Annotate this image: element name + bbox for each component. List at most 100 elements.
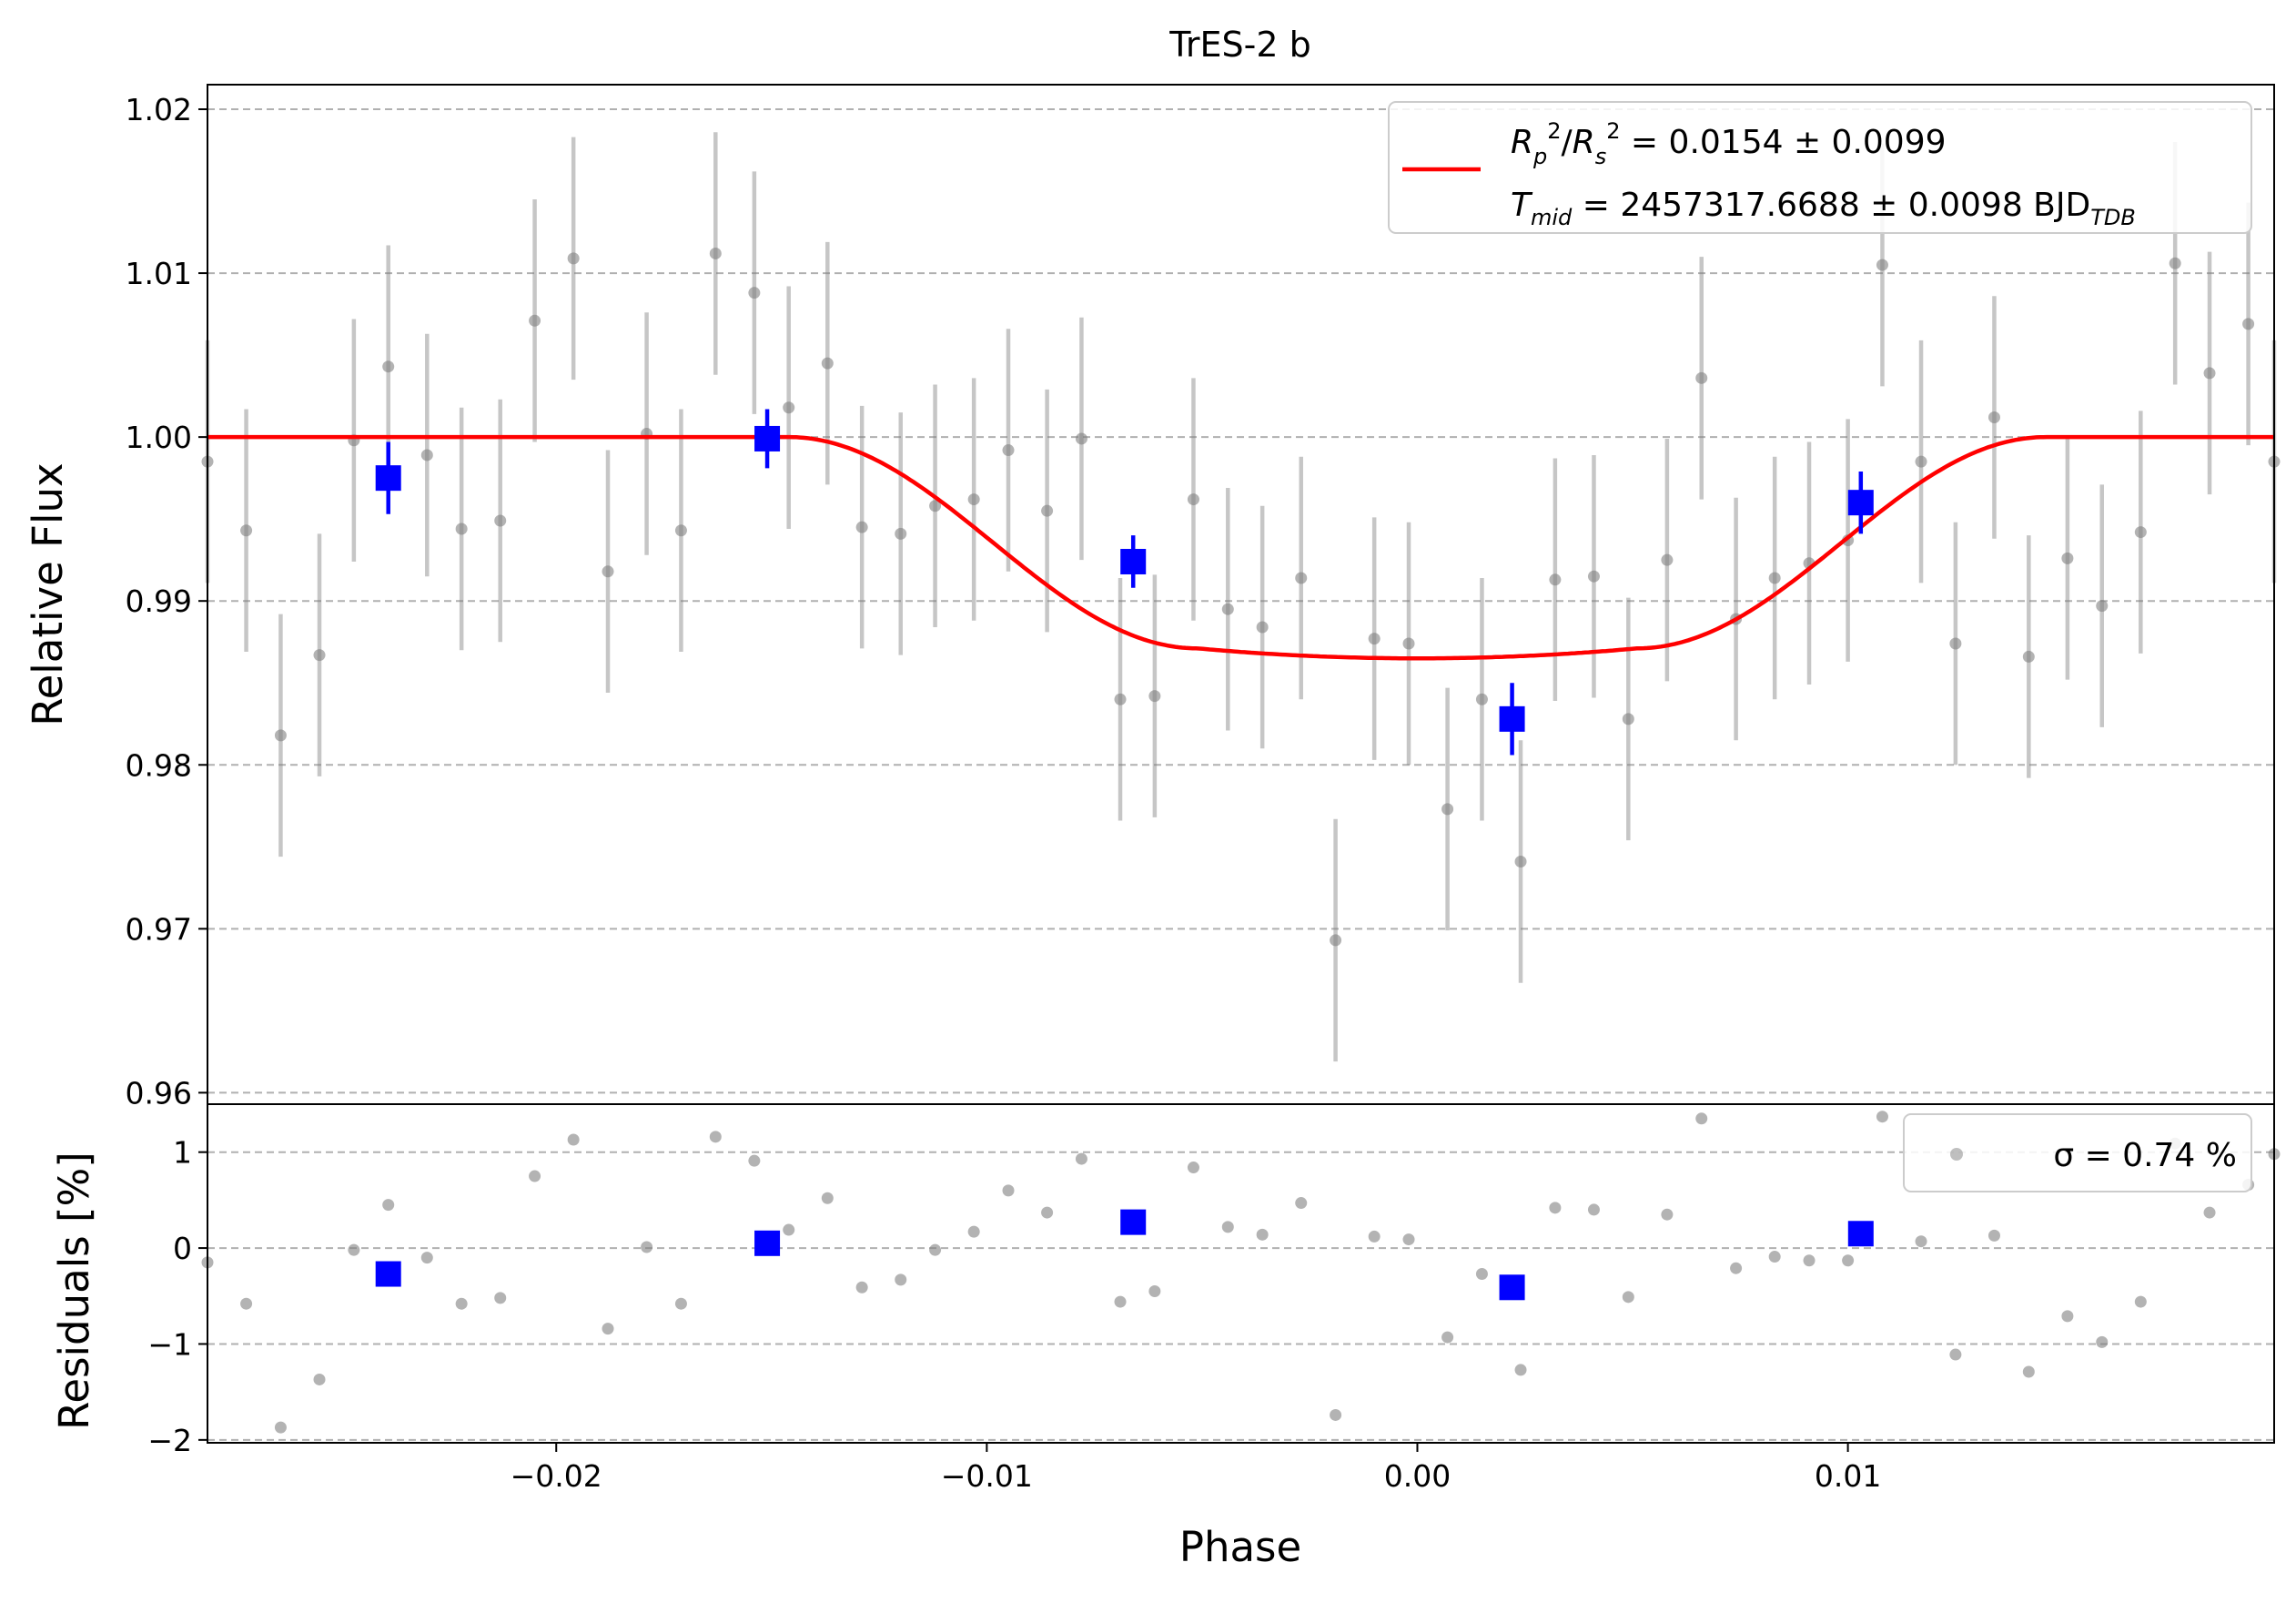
top-error-bars bbox=[205, 132, 2277, 1062]
residual-point bbox=[1622, 1291, 1634, 1304]
top-y-tick-label: 1.00 bbox=[126, 420, 192, 455]
top-data-points bbox=[201, 247, 2281, 947]
residual-point bbox=[674, 1297, 687, 1310]
residual-point bbox=[1661, 1208, 1674, 1221]
data-point bbox=[1187, 493, 1199, 506]
x-axis-label: Phase bbox=[1179, 1523, 1301, 1571]
bottom-y-tick-label: 1 bbox=[173, 1135, 192, 1171]
x-ticks: −0.02 −0.01 0.00 0.01 bbox=[511, 1443, 1881, 1494]
data-point bbox=[2169, 257, 2181, 269]
binned-residual-point bbox=[754, 1230, 781, 1256]
data-point bbox=[1002, 444, 1015, 457]
residual-point bbox=[1475, 1268, 1488, 1281]
data-point bbox=[709, 247, 722, 259]
data-point bbox=[567, 252, 580, 265]
top-y-tick-label: 0.97 bbox=[126, 911, 192, 947]
sigma-legend-label: σ = 0.74 % bbox=[2053, 1137, 2237, 1174]
top-legend: Rp2/Rs2 = 0.0154 ± 0.0099 Tmid = 2457317… bbox=[1388, 101, 2252, 234]
residual-point bbox=[1587, 1203, 1600, 1216]
residual-point bbox=[821, 1192, 834, 1204]
data-point bbox=[313, 649, 326, 662]
residual-point bbox=[783, 1223, 795, 1236]
residual-point bbox=[1148, 1284, 1161, 1297]
data-point bbox=[529, 314, 541, 327]
residual-point bbox=[529, 1170, 541, 1182]
residual-point bbox=[2096, 1335, 2109, 1348]
data-point bbox=[2203, 367, 2216, 380]
residual-point bbox=[274, 1421, 287, 1434]
data-point bbox=[821, 357, 834, 370]
data-point bbox=[274, 729, 287, 742]
binned-point bbox=[375, 465, 401, 492]
top-y-axis-label: Relative Flux bbox=[24, 462, 72, 725]
bottom-legend: σ = 0.74 % bbox=[1903, 1113, 2252, 1192]
residual-point bbox=[348, 1243, 360, 1256]
data-point bbox=[674, 524, 687, 537]
top-binned-points bbox=[375, 409, 1874, 756]
residual-point bbox=[967, 1225, 980, 1238]
data-point bbox=[1148, 690, 1161, 703]
data-point bbox=[967, 493, 980, 506]
residual-point bbox=[2134, 1295, 2147, 1308]
data-point bbox=[1514, 856, 1527, 868]
residual-point bbox=[1002, 1184, 1015, 1197]
residual-point bbox=[2203, 1206, 2216, 1219]
residual-point bbox=[1549, 1202, 1562, 1214]
top-y-tick-label: 1.02 bbox=[126, 92, 192, 127]
residual-point bbox=[1695, 1112, 1708, 1125]
top-y-tick-label: 0.99 bbox=[126, 583, 192, 619]
top-y-ticks: 0.96 0.97 0.98 0.99 1.00 1.01 1.02 bbox=[126, 92, 207, 1111]
data-point bbox=[1661, 553, 1674, 566]
data-point bbox=[748, 287, 761, 299]
data-point bbox=[1768, 572, 1781, 584]
residual-point bbox=[455, 1297, 468, 1310]
residual-point bbox=[1187, 1162, 1199, 1174]
residual-point bbox=[1221, 1221, 1234, 1233]
data-point bbox=[1915, 455, 1927, 468]
residual-point bbox=[1842, 1254, 1855, 1267]
data-point bbox=[2134, 526, 2147, 539]
residual-point bbox=[1041, 1206, 1054, 1219]
residual-point bbox=[855, 1281, 868, 1294]
residual-point bbox=[2022, 1365, 2035, 1378]
residual-point bbox=[313, 1373, 326, 1385]
data-point bbox=[1988, 411, 2000, 424]
sigma-legend-marker bbox=[1950, 1148, 1963, 1161]
residual-point bbox=[1768, 1251, 1781, 1263]
data-point bbox=[895, 527, 907, 540]
residual-point bbox=[1402, 1233, 1415, 1246]
data-point bbox=[1949, 637, 1962, 650]
data-point bbox=[602, 565, 614, 578]
residual-point bbox=[1915, 1235, 1927, 1248]
bottom-gridlines bbox=[207, 1151, 2274, 1441]
data-point bbox=[1075, 432, 1087, 445]
residual-point bbox=[1295, 1197, 1308, 1210]
data-point bbox=[382, 360, 395, 373]
data-point bbox=[1622, 713, 1634, 725]
data-point bbox=[420, 449, 433, 462]
data-point bbox=[1587, 570, 1600, 583]
residual-point bbox=[2061, 1310, 2074, 1323]
legend-tmid-label: Tmid = 2457317.6688 ± 0.0098 BJDTDB bbox=[1511, 187, 2136, 230]
x-tick-label: 0.01 bbox=[1815, 1458, 1881, 1494]
binned-point bbox=[754, 425, 781, 451]
data-point bbox=[2242, 318, 2255, 330]
data-point bbox=[1221, 603, 1234, 615]
bottom-axes-frame bbox=[207, 1103, 2275, 1444]
data-point bbox=[1368, 633, 1381, 645]
residual-point bbox=[929, 1243, 942, 1256]
residual-point bbox=[1988, 1229, 2000, 1242]
bottom-binned-residuals bbox=[375, 1209, 1874, 1301]
residual-point bbox=[748, 1154, 761, 1167]
top-y-tick-label: 0.96 bbox=[126, 1075, 192, 1111]
x-tick-label: −0.01 bbox=[941, 1458, 1033, 1494]
residual-point bbox=[709, 1131, 722, 1143]
data-point bbox=[1695, 371, 1708, 384]
binned-point bbox=[1499, 705, 1525, 732]
top-panel: 0.96 0.97 0.98 0.99 1.00 1.01 1.02 TrES-2 b Re… bbox=[24, 25, 2281, 1111]
chart-title: TrES-2 b bbox=[1168, 25, 1310, 65]
bottom-y-ticks: −2 −1 0 1 bbox=[147, 1135, 207, 1458]
data-point bbox=[1402, 637, 1415, 650]
binned-point bbox=[1847, 490, 1874, 516]
